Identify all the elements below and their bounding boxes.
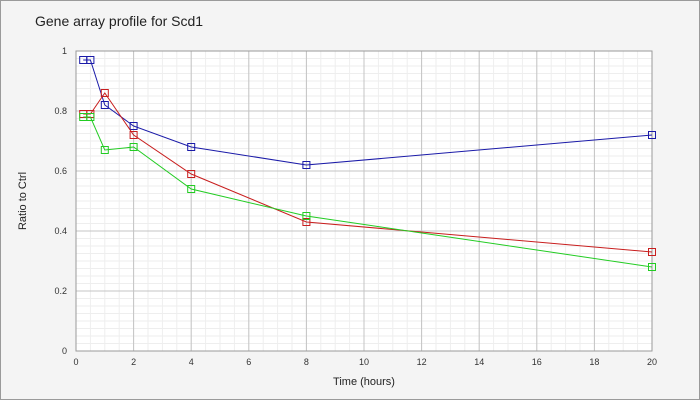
x-tick-label: 6 [246, 357, 251, 367]
y-axis-label: Ratio to Ctrl [17, 172, 29, 230]
data-point-marker [302, 212, 311, 220]
plot-border [75, 50, 653, 352]
data-point-marker [100, 89, 109, 97]
y-axis-ticks: 0 0.2 0.4 0.6 0.8 1 [54, 46, 67, 356]
x-tick-label: 18 [589, 357, 599, 367]
data-point-marker [86, 56, 95, 64]
y-tick-label: 0.8 [54, 106, 67, 116]
data-point-marker [302, 161, 311, 169]
data-point-marker [86, 113, 95, 121]
data-point-marker [302, 218, 311, 226]
x-tick-label: 14 [474, 357, 484, 367]
series-line [83, 116, 653, 268]
data-point-marker [187, 185, 196, 193]
chart-title: Gene array profile for Scd1 [35, 13, 203, 29]
data-point-marker [648, 131, 656, 139]
x-tick-label: 10 [359, 357, 369, 367]
data-point-marker [648, 263, 656, 271]
data-point-marker [129, 143, 138, 151]
series-layer [79, 56, 656, 271]
series-line [83, 59, 653, 166]
series-1 [79, 56, 656, 169]
data-point-marker [100, 146, 109, 154]
data-point-marker [648, 248, 656, 256]
data-point-marker [187, 170, 196, 178]
data-point-marker [129, 131, 138, 139]
x-tick-label: 0 [73, 357, 78, 367]
x-tick-label: 12 [417, 357, 427, 367]
x-tick-label: 8 [304, 357, 309, 367]
y-tick-label: 1 [62, 46, 67, 56]
data-point-marker [187, 143, 196, 151]
data-point-marker [129, 122, 138, 130]
y-tick-label: 0.2 [54, 286, 67, 296]
x-tick-label: 4 [189, 357, 194, 367]
axes [75, 50, 653, 352]
data-point-marker [100, 101, 109, 109]
y-tick-label: 0.4 [54, 226, 67, 236]
x-tick-label: 16 [532, 357, 542, 367]
x-axis-ticks: 0 2 4 6 8 10 12 14 16 18 20 [73, 357, 657, 367]
y-tick-label: 0.6 [54, 166, 67, 176]
x-tick-label: 20 [647, 357, 657, 367]
x-tick-label: 2 [131, 357, 136, 367]
y-tick-label: 0 [62, 346, 67, 356]
series-3 [79, 113, 656, 271]
x-axis-label: Time (hours) [333, 376, 395, 388]
